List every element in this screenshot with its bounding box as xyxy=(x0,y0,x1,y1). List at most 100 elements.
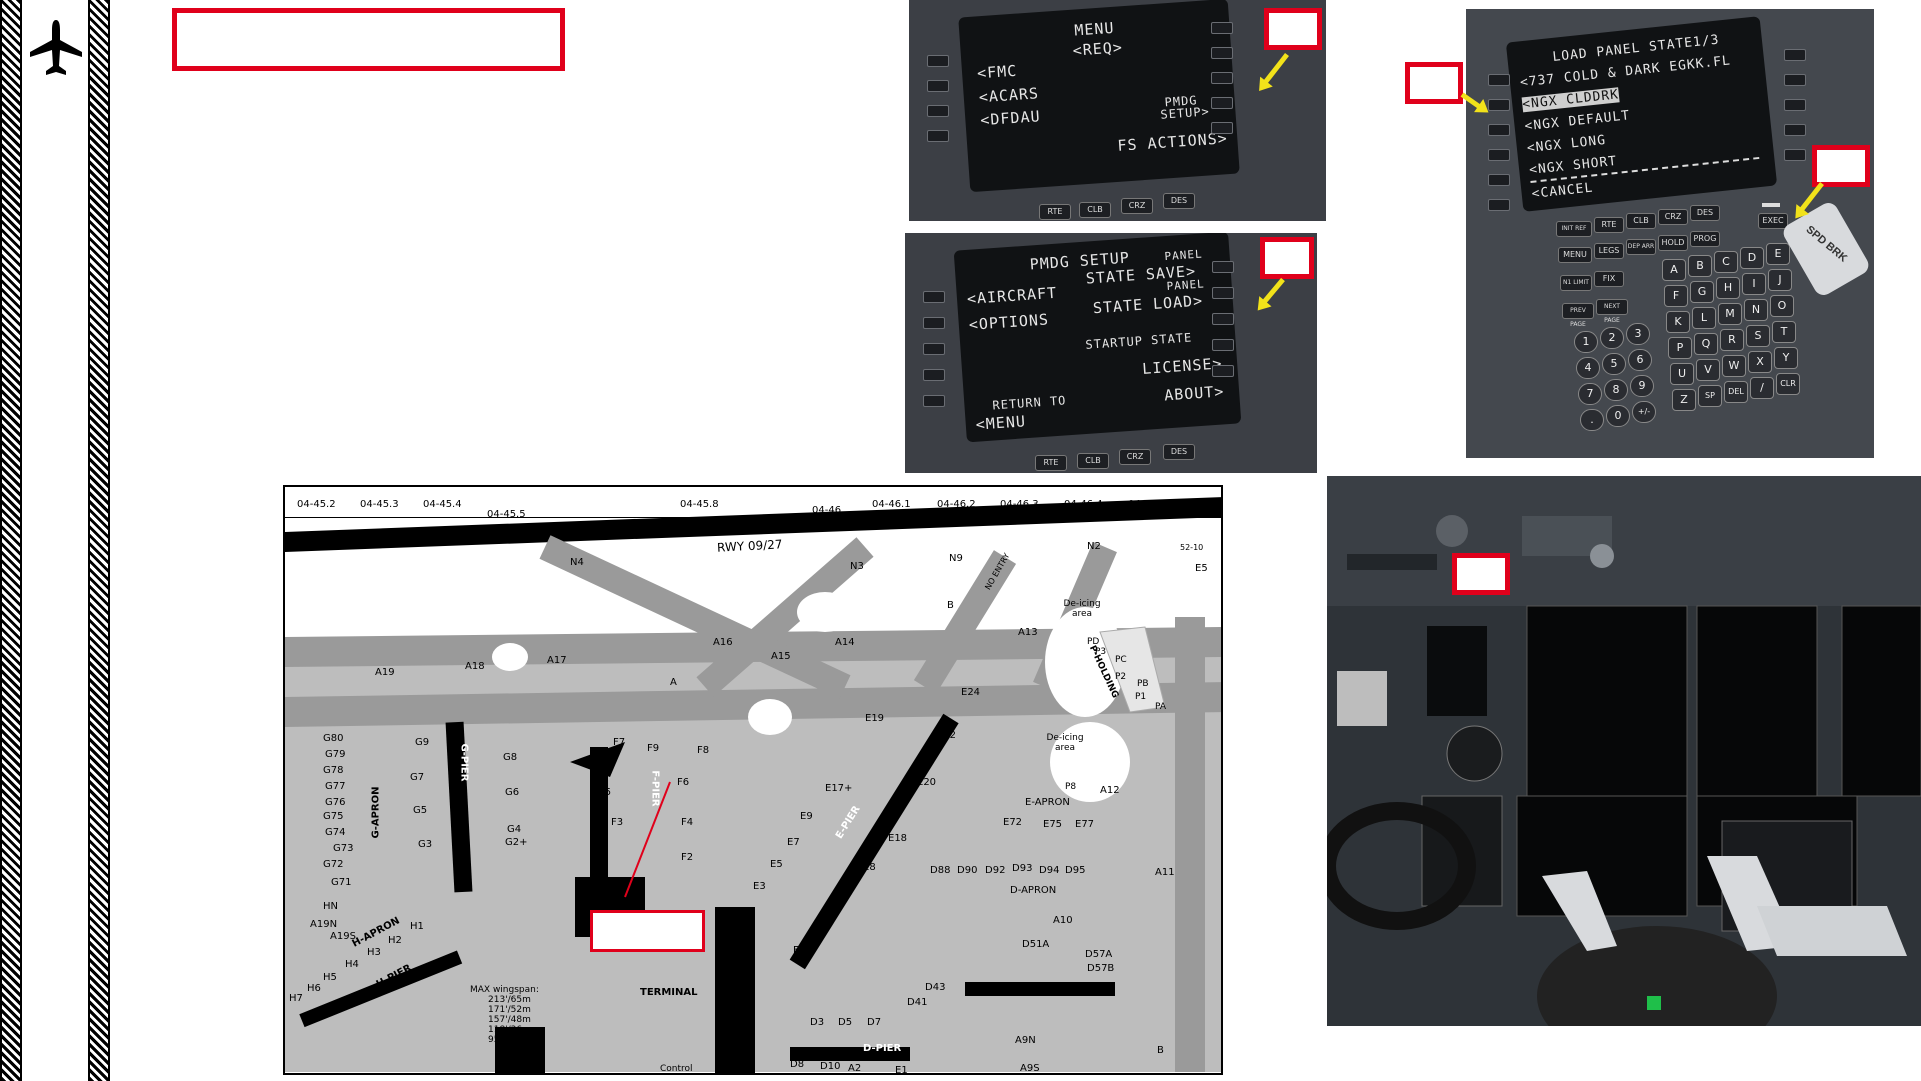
menu-lsk-r5[interactable] xyxy=(1211,122,1233,134)
load-key-prog[interactable]: PROG xyxy=(1690,231,1720,247)
key-l[interactable]: L xyxy=(1692,307,1716,329)
menu-btn-clb[interactable]: CLB xyxy=(1079,202,1111,218)
key-7[interactable]: 7 xyxy=(1578,383,1602,405)
menu-lsk-l1[interactable] xyxy=(927,55,949,67)
menu-lsk-r3[interactable] xyxy=(1211,72,1233,84)
load-callout-box-right xyxy=(1812,145,1870,187)
load-key-n1-limit[interactable]: N1 LIMIT xyxy=(1560,275,1592,291)
setup-btn-clb[interactable]: CLB xyxy=(1077,453,1109,469)
setup-lsk-l5[interactable] xyxy=(923,395,945,407)
setup-lsk-r4[interactable] xyxy=(1212,339,1234,351)
setup-lsk-l4[interactable] xyxy=(923,369,945,381)
key-6[interactable]: 6 xyxy=(1628,349,1652,371)
key-n[interactable]: N xyxy=(1744,299,1768,321)
key-a[interactable]: A xyxy=(1662,259,1686,281)
key-v[interactable]: V xyxy=(1696,359,1720,381)
menu-lsk-r4[interactable] xyxy=(1211,97,1233,109)
key-3[interactable]: 3 xyxy=(1626,323,1650,345)
wingspan-2: 171'/52m xyxy=(488,1005,531,1015)
key-0[interactable]: 0 xyxy=(1606,405,1630,427)
key-plus-minus[interactable]: +/- xyxy=(1632,401,1656,423)
setup-lsk-r5[interactable] xyxy=(1212,365,1234,377)
key-c[interactable]: C xyxy=(1714,251,1738,273)
key-slash[interactable]: / xyxy=(1750,377,1774,399)
key-e[interactable]: E xyxy=(1766,243,1790,265)
key-r[interactable]: R xyxy=(1720,329,1744,351)
load-lsk-l6[interactable] xyxy=(1488,199,1510,211)
load-key-hold[interactable]: HOLD xyxy=(1658,235,1688,251)
key-5[interactable]: 5 xyxy=(1602,353,1626,375)
setup-btn-des[interactable]: DES xyxy=(1163,444,1195,460)
menu-btn-des[interactable]: DES xyxy=(1163,193,1195,209)
key-t[interactable]: T xyxy=(1772,321,1796,343)
menu-lsk-r1[interactable] xyxy=(1211,22,1233,34)
load-key-clb[interactable]: CLB xyxy=(1626,213,1656,229)
menu-lsk-l4[interactable] xyxy=(927,130,949,142)
load-lsk-r3[interactable] xyxy=(1784,99,1806,111)
load-key-prev-page[interactable]: PREV PAGE xyxy=(1562,303,1594,328)
load-lsk-r2[interactable] xyxy=(1784,74,1806,86)
right-stripe xyxy=(88,0,110,1081)
setup-btn-rte[interactable]: RTE xyxy=(1035,455,1067,471)
key-8[interactable]: 8 xyxy=(1604,379,1628,401)
setup-lsk-l1[interactable] xyxy=(923,291,945,303)
load-key-legs[interactable]: LEGS xyxy=(1594,243,1624,259)
key-g[interactable]: G xyxy=(1690,281,1714,303)
load-key-rte[interactable]: RTE xyxy=(1594,217,1624,233)
setup-lsk-r1[interactable] xyxy=(1212,261,1234,273)
load-lsk-l5[interactable] xyxy=(1488,174,1510,186)
key-y[interactable]: Y xyxy=(1774,347,1798,369)
key-b[interactable]: B xyxy=(1688,255,1712,277)
setup-lsk-r3[interactable] xyxy=(1212,313,1234,325)
load-lsk-r5[interactable] xyxy=(1784,149,1806,161)
setup-lsk-l2[interactable] xyxy=(923,317,945,329)
stand-g77: G77 xyxy=(325,781,346,792)
load-key-dep-arr[interactable]: DEP ARR xyxy=(1626,239,1656,255)
key-i[interactable]: I xyxy=(1742,273,1766,295)
load-key-menu[interactable]: MENU xyxy=(1558,247,1592,263)
tick-8: 04-46.2 xyxy=(937,499,976,510)
setup-lsk-l3[interactable] xyxy=(923,343,945,355)
load-key-crz[interactable]: CRZ xyxy=(1658,209,1688,225)
key-clr[interactable]: CLR xyxy=(1776,373,1800,395)
key-dot[interactable]: . xyxy=(1580,409,1604,431)
key-z[interactable]: Z xyxy=(1672,389,1696,411)
stand-h4: H4 xyxy=(345,959,359,970)
menu-btn-rte[interactable]: RTE xyxy=(1039,204,1071,220)
menu-lsk-l2[interactable] xyxy=(927,80,949,92)
menu-lsk-r2[interactable] xyxy=(1211,47,1233,59)
key-sp[interactable]: SP xyxy=(1698,385,1722,407)
key-x[interactable]: X xyxy=(1748,351,1772,373)
load-key-fix[interactable]: FIX xyxy=(1594,271,1624,287)
key-9[interactable]: 9 xyxy=(1630,375,1654,397)
key-1[interactable]: 1 xyxy=(1574,331,1598,353)
load-lsk-l1[interactable] xyxy=(1488,74,1510,86)
load-lsk-l4[interactable] xyxy=(1488,149,1510,161)
load-key-exec[interactable]: EXEC xyxy=(1758,213,1788,229)
key-d[interactable]: D xyxy=(1740,247,1764,269)
setup-btn-crz[interactable]: CRZ xyxy=(1119,449,1151,465)
menu-btn-crz[interactable]: CRZ xyxy=(1121,198,1153,214)
key-k[interactable]: K xyxy=(1666,311,1690,333)
key-o[interactable]: O xyxy=(1770,295,1794,317)
load-key-init-ref[interactable]: INIT REF xyxy=(1556,221,1592,237)
key-j[interactable]: J xyxy=(1768,269,1792,291)
load-lsk-r4[interactable] xyxy=(1784,124,1806,136)
load-lsk-l3[interactable] xyxy=(1488,124,1510,136)
load-lsk-r1[interactable] xyxy=(1784,49,1806,61)
key-p[interactable]: P xyxy=(1668,337,1692,359)
key-s[interactable]: S xyxy=(1746,325,1770,347)
key-2[interactable]: 2 xyxy=(1600,327,1624,349)
key-f[interactable]: F xyxy=(1664,285,1688,307)
load-key-next-page[interactable]: NEXT PAGE xyxy=(1596,299,1628,324)
key-del[interactable]: DEL xyxy=(1724,381,1748,403)
key-m[interactable]: M xyxy=(1718,303,1742,325)
key-q[interactable]: Q xyxy=(1694,333,1718,355)
key-u[interactable]: U xyxy=(1670,363,1694,385)
menu-lsk-l3[interactable] xyxy=(927,105,949,117)
key-4[interactable]: 4 xyxy=(1576,357,1600,379)
load-key-des[interactable]: DES xyxy=(1690,205,1720,221)
setup-lsk-r2[interactable] xyxy=(1212,287,1234,299)
key-h[interactable]: H xyxy=(1716,277,1740,299)
key-w[interactable]: W xyxy=(1722,355,1746,377)
